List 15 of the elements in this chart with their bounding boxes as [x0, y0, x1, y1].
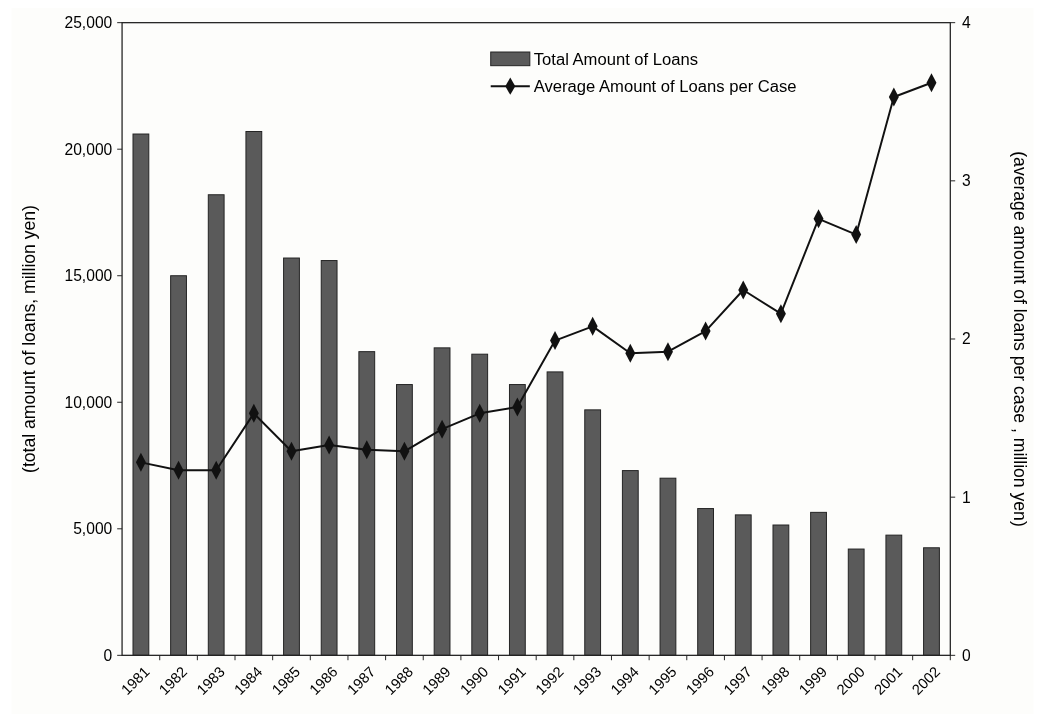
y-axis-title: (total amount of loans, million yen)	[19, 205, 40, 473]
y-tick-label: 15,000	[64, 267, 113, 285]
y-tick-label: 25,000	[64, 14, 113, 32]
y2-tick-label: 2	[962, 330, 971, 348]
legend-label: Total Amount of Loans	[533, 49, 699, 69]
y-tick-label: 20,000	[64, 140, 113, 158]
y2-tick-label: 0	[962, 646, 972, 664]
y2-tick-label: 4	[962, 14, 972, 32]
y2-tick-label: 1	[962, 488, 971, 506]
y2-tick-label: 3	[962, 172, 971, 190]
y-tick-label: 5,000	[73, 520, 113, 538]
y2-axis-title: (average amount of loans per case , million yen)	[1009, 151, 1030, 527]
y-tick-label: 10,000	[64, 393, 113, 411]
legend-label: Average Amount of Loans per Case	[533, 77, 797, 97]
y-tick-label: 0	[103, 646, 113, 664]
